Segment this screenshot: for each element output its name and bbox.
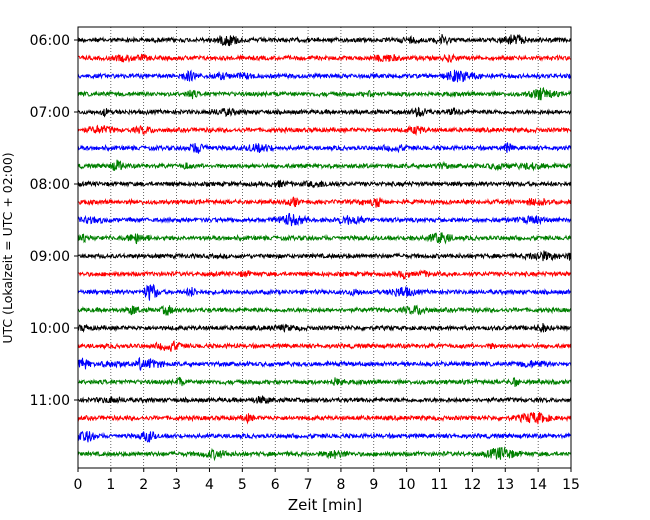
seismic-trace — [77, 179, 572, 189]
y-tick-label: 08:00 — [30, 177, 70, 193]
seismic-trace — [77, 212, 572, 227]
x-tick-label: 4 — [205, 477, 214, 493]
seismic-trace — [77, 106, 572, 118]
y-tick-label: 09:00 — [30, 249, 70, 265]
seismic-trace — [77, 395, 572, 405]
seismic-trace — [77, 250, 572, 262]
seismic-trace — [77, 159, 572, 172]
x-tick-label: 0 — [74, 477, 83, 493]
seismic-trace — [77, 33, 572, 47]
x-tick-label: 9 — [369, 477, 378, 493]
seismic-trace — [77, 232, 572, 245]
seismic-trace — [77, 124, 572, 136]
seismic-trace — [77, 86, 572, 101]
x-tick-label: 15 — [562, 477, 580, 493]
y-axis-label: UTC (Lokalzeit = UTC + 02:00) — [0, 152, 15, 343]
x-tick-label: 14 — [529, 477, 547, 493]
seismic-trace — [77, 142, 572, 154]
seismic-trace — [77, 411, 572, 425]
x-tick-label: 13 — [496, 477, 514, 493]
y-axis-ticks: 06:00 07:00 08:00 09:00 10:00 11:00 — [30, 33, 78, 409]
seismic-trace — [77, 196, 572, 208]
x-tick-label: 1 — [106, 477, 115, 493]
plot-frame — [77, 26, 572, 469]
seismic-trace — [77, 340, 572, 352]
seismic-traces — [77, 33, 572, 462]
y-tick-label: 06:00 — [30, 33, 70, 49]
x-tick-label: 2 — [139, 477, 148, 493]
seismic-trace — [77, 356, 572, 371]
seismic-trace — [77, 430, 572, 443]
x-tick-label: 6 — [271, 477, 280, 493]
y-tick-label: 07:00 — [30, 105, 70, 121]
x-tick-label: 10 — [398, 477, 416, 493]
seismic-trace — [77, 52, 572, 63]
y-tick-label: 11:00 — [30, 393, 70, 409]
x-tick-label: 5 — [238, 477, 247, 493]
x-tick-label: 3 — [172, 477, 181, 493]
x-axis-label: Zeit [min] — [288, 496, 362, 514]
seismic-trace — [77, 322, 572, 333]
x-tick-label: 8 — [336, 477, 345, 493]
seismic-trace — [77, 446, 572, 462]
seismic-trace — [77, 304, 572, 316]
seismic-trace — [77, 283, 572, 301]
seismic-trace — [77, 69, 572, 83]
x-tick-label: 7 — [304, 477, 313, 493]
seismic-trace — [77, 376, 572, 387]
x-axis-ticks: 0 1 2 3 4 5 6 7 8 9 10 11 12 13 14 15 — [74, 468, 580, 493]
seismic-trace — [77, 269, 572, 281]
x-tick-label: 12 — [463, 477, 481, 493]
y-tick-label: 10:00 — [30, 321, 70, 337]
x-tick-label: 11 — [431, 477, 449, 493]
